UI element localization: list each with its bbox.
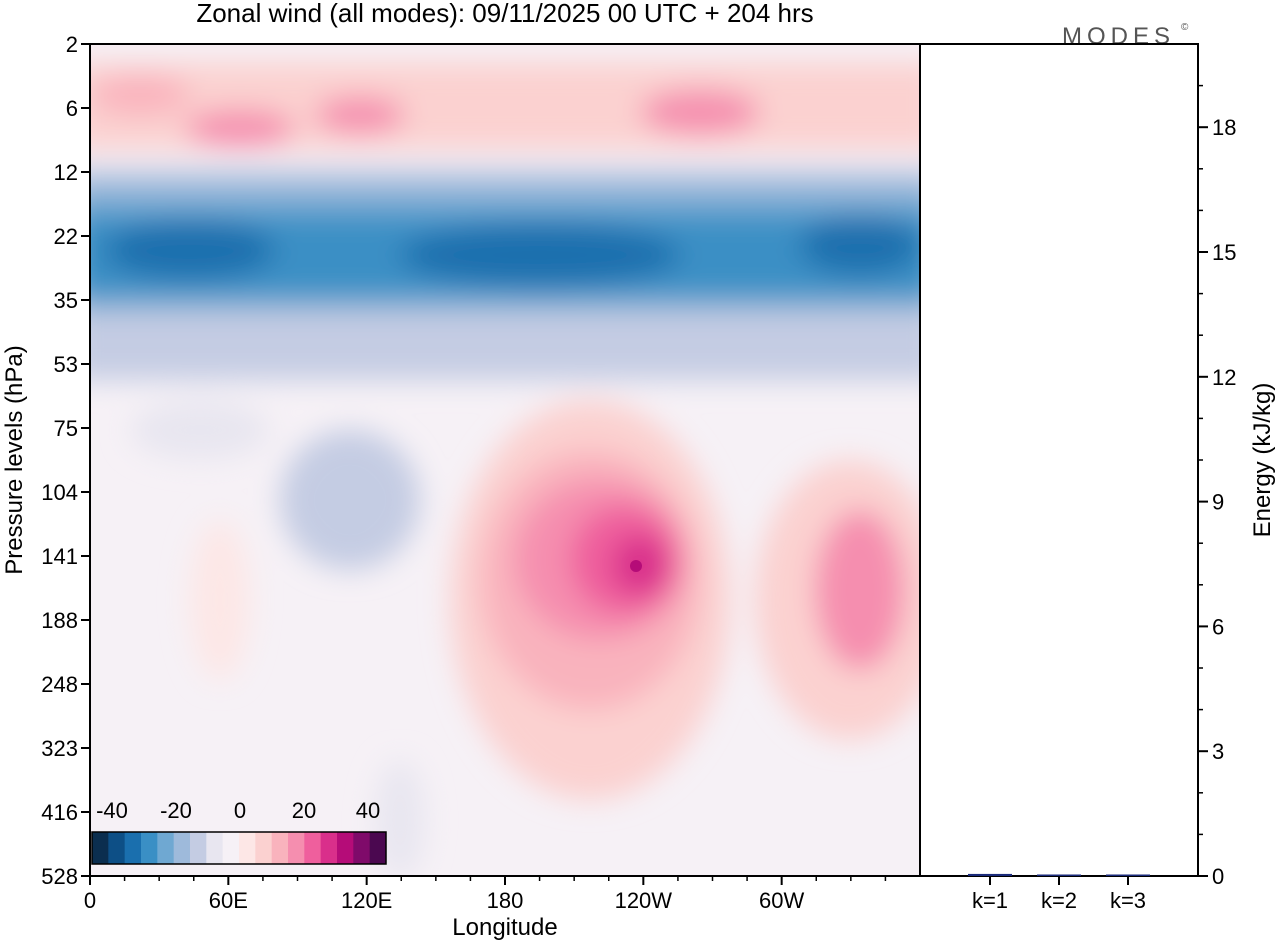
- y-axis-title: Pressure levels (hPa): [1, 345, 28, 574]
- field-upper-core-a: [185, 110, 295, 146]
- pressure-tick-label: 22: [54, 224, 78, 249]
- energy-bar: [968, 873, 1012, 876]
- longitude-tick-label: 0: [84, 888, 96, 913]
- x-axis-title: Longitude: [452, 914, 557, 941]
- longitude-tick-label: 180: [487, 888, 524, 913]
- field-west-blob: [190, 520, 250, 680]
- field-easterly-peak-b: [400, 223, 680, 287]
- longitude-tick-label: 120W: [615, 888, 673, 913]
- colorbar-swatch: [304, 832, 322, 864]
- colorbar-labels: -40 -20 0 20 40: [96, 798, 380, 823]
- energy-tick-label: 3: [1212, 739, 1224, 764]
- colorbar-swatch: [108, 832, 126, 864]
- energy-category-label: k=3: [1110, 888, 1146, 913]
- longitude-tick-label: 120E: [341, 888, 392, 913]
- energy-tick-label: 9: [1212, 490, 1224, 515]
- chart-title: Zonal wind (all modes): 09/11/2025 00 UT…: [196, 0, 813, 28]
- colorbar-swatch: [141, 832, 158, 864]
- colorbar-label: -40: [96, 798, 128, 823]
- energy-panel-frame: [919, 43, 1199, 877]
- energy-tick-label: 12: [1212, 365, 1236, 390]
- energy-bar: [1106, 874, 1150, 876]
- colorbar-label: 20: [292, 798, 316, 823]
- pressure-axis: 2 6 12 22 35 53 75 104 141 188 248 323 416 528: [41, 32, 90, 889]
- field-easterly-fringe: [90, 310, 920, 380]
- energy-tick-label: 15: [1212, 240, 1236, 265]
- colorbar-swatch: [288, 832, 305, 864]
- colorbar-swatch: [173, 832, 191, 864]
- colorbar-swatch: [92, 832, 109, 864]
- colorbar-label: 0: [234, 798, 246, 823]
- colorbar-frame: [91, 831, 387, 865]
- field-mid-easterly-a: [280, 430, 420, 570]
- pressure-tick-label: 12: [54, 160, 78, 185]
- colorbar-swatch: [206, 832, 224, 864]
- colorbar-swatch: [222, 832, 240, 864]
- longitude-tick-label: 60W: [759, 888, 804, 913]
- brand-copyright-mark: ©: [1181, 22, 1189, 33]
- energy-tick-label: 6: [1212, 614, 1224, 639]
- energy-axis-title: Energy (kJ/kg): [1249, 383, 1276, 538]
- energy-axis: 0 3 6 9 12 15 18: [1198, 84, 1236, 889]
- colorbar-swatch: [239, 832, 256, 864]
- colorbar-swatch: [353, 832, 371, 864]
- field-upper-core-b: [315, 97, 405, 133]
- colorbar-swatch: [190, 832, 207, 864]
- colorbar: [91, 831, 387, 865]
- brand-logo: MODES: [1062, 23, 1175, 50]
- colorbar-swatch: [320, 832, 338, 864]
- field-easterly-peak-c: [800, 215, 920, 275]
- colorbar-swatch: [337, 832, 354, 864]
- pressure-tick-label: 248: [41, 672, 78, 697]
- pressure-tick-label: 75: [54, 416, 78, 441]
- pressure-tick-label: 104: [41, 480, 78, 505]
- pressure-tick-label: 188: [41, 608, 78, 633]
- pressure-tick-label: 6: [66, 96, 78, 121]
- longitude-tick-label: 60E: [209, 888, 248, 913]
- field-lower-left-blob: [375, 760, 425, 876]
- energy-tick-label: 0: [1212, 864, 1224, 889]
- longitude-axis: 0 60E 120E 180 120W 60W: [84, 876, 887, 913]
- wind-field: -40 -20 0 20 40: [90, 44, 920, 876]
- colorbar-label: -20: [160, 798, 192, 823]
- field-upper-core-c: [640, 90, 760, 134]
- pressure-tick-label: 528: [41, 864, 78, 889]
- energy-bars: k=1 k=2 k=3: [968, 873, 1150, 913]
- field-mid-easterly-b: [130, 400, 270, 460]
- energy-category-label: k=2: [1041, 888, 1077, 913]
- energy-bar: [1037, 874, 1081, 876]
- field-peak-marker: [630, 560, 642, 572]
- colorbar-label: 40: [356, 798, 380, 823]
- pressure-tick-label: 2: [66, 32, 78, 57]
- colorbar-swatch: [369, 832, 387, 864]
- energy-category-label: k=1: [972, 888, 1008, 913]
- pressure-tick-label: 323: [41, 736, 78, 761]
- field-easterly-peak-a: [105, 220, 275, 280]
- colorbar-swatch: [255, 832, 273, 864]
- pressure-tick-label: 416: [41, 800, 78, 825]
- colorbar-swatch: [124, 832, 142, 864]
- field-upper-core-d: [90, 75, 190, 115]
- energy-tick-label: 18: [1212, 115, 1236, 140]
- pressure-tick-label: 35: [54, 288, 78, 313]
- pressure-tick-label: 141: [41, 544, 78, 569]
- pressure-tick-label: 53: [54, 352, 78, 377]
- colorbar-swatch: [271, 832, 289, 864]
- colorbar-swatch: [157, 832, 175, 864]
- field-east-blob-core: [815, 510, 905, 670]
